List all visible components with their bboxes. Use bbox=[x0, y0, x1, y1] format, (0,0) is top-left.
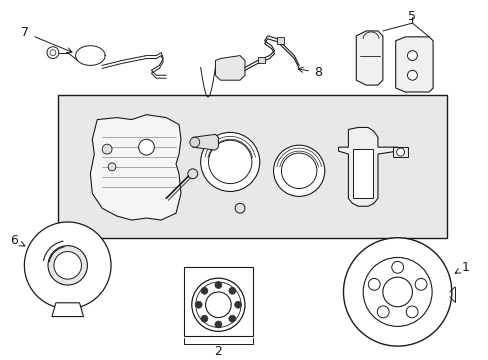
Polygon shape bbox=[257, 57, 264, 63]
Circle shape bbox=[195, 301, 202, 308]
Circle shape bbox=[50, 50, 56, 55]
Polygon shape bbox=[353, 149, 372, 198]
Circle shape bbox=[407, 70, 416, 80]
Circle shape bbox=[215, 321, 222, 328]
Circle shape bbox=[343, 238, 451, 346]
Circle shape bbox=[391, 261, 403, 273]
Circle shape bbox=[189, 137, 199, 147]
Circle shape bbox=[367, 278, 379, 290]
Circle shape bbox=[396, 148, 404, 156]
Text: 7: 7 bbox=[21, 26, 72, 53]
Text: 5: 5 bbox=[407, 10, 416, 23]
Polygon shape bbox=[395, 37, 432, 92]
Circle shape bbox=[377, 306, 388, 318]
Circle shape bbox=[201, 315, 207, 322]
Text: 6: 6 bbox=[11, 234, 25, 247]
Circle shape bbox=[235, 203, 244, 213]
Polygon shape bbox=[183, 267, 252, 336]
Polygon shape bbox=[58, 95, 446, 238]
Circle shape bbox=[187, 169, 197, 179]
Circle shape bbox=[281, 153, 316, 189]
Circle shape bbox=[205, 292, 231, 318]
Circle shape bbox=[48, 246, 87, 285]
Circle shape bbox=[108, 163, 116, 171]
Circle shape bbox=[138, 139, 154, 155]
Circle shape bbox=[200, 132, 259, 192]
Polygon shape bbox=[356, 31, 382, 85]
Circle shape bbox=[191, 278, 244, 331]
Circle shape bbox=[47, 47, 59, 59]
Circle shape bbox=[407, 51, 416, 60]
Circle shape bbox=[215, 282, 222, 288]
Circle shape bbox=[228, 315, 235, 322]
Circle shape bbox=[201, 287, 207, 294]
Circle shape bbox=[406, 306, 417, 318]
Text: 8: 8 bbox=[298, 66, 321, 79]
Polygon shape bbox=[277, 37, 284, 44]
Circle shape bbox=[208, 140, 251, 184]
Circle shape bbox=[234, 301, 241, 308]
Circle shape bbox=[363, 257, 431, 327]
Circle shape bbox=[102, 144, 112, 154]
Circle shape bbox=[24, 222, 111, 309]
Circle shape bbox=[228, 287, 235, 294]
Polygon shape bbox=[192, 134, 218, 150]
Polygon shape bbox=[215, 55, 244, 80]
Text: 4: 4 bbox=[283, 174, 302, 188]
Polygon shape bbox=[52, 303, 83, 316]
Circle shape bbox=[382, 277, 411, 307]
Circle shape bbox=[414, 278, 426, 290]
Polygon shape bbox=[338, 127, 397, 206]
Text: 2: 2 bbox=[214, 345, 222, 357]
Text: 1: 1 bbox=[454, 261, 468, 274]
Text: 3: 3 bbox=[214, 283, 222, 298]
Circle shape bbox=[54, 252, 81, 279]
Circle shape bbox=[273, 145, 324, 197]
Polygon shape bbox=[90, 114, 181, 220]
Polygon shape bbox=[392, 147, 407, 157]
